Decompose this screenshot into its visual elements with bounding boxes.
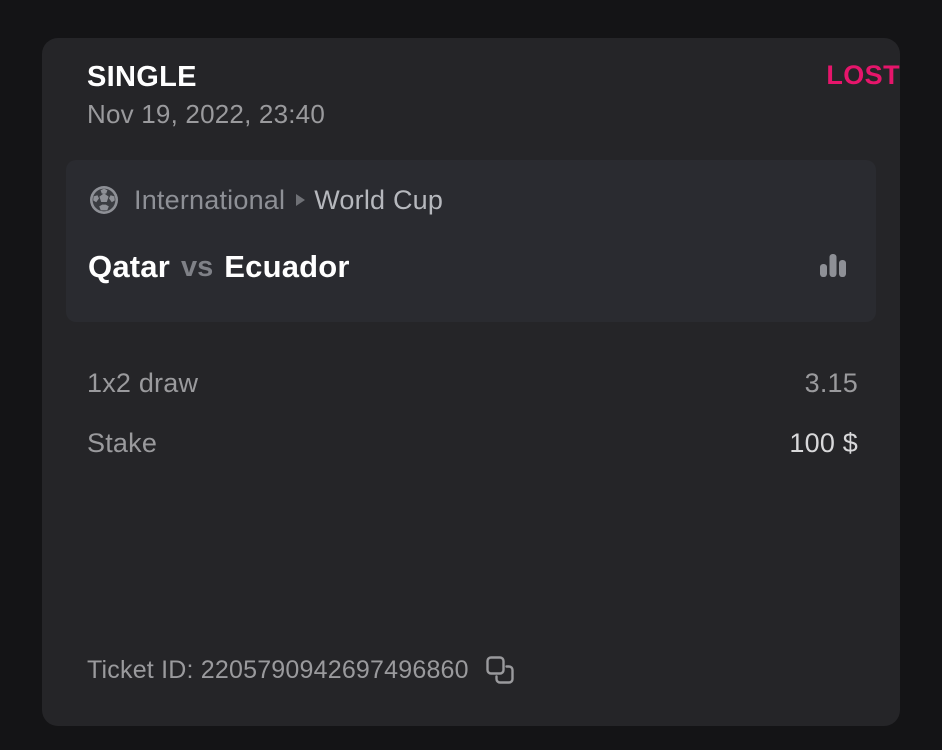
chevron-right-icon: [296, 194, 306, 206]
copy-icon[interactable]: [485, 655, 515, 685]
home-team-name: Qatar: [88, 249, 170, 284]
versus-label: vs: [180, 250, 214, 283]
ticket-header: SINGLE Nov 19, 2022, 23:40: [87, 60, 872, 140]
away-team-name: Ecuador: [224, 249, 350, 284]
selection-odds: 3.15: [804, 368, 858, 398]
stake-amount: 100 $: [789, 428, 858, 458]
league-name: International: [134, 184, 286, 215]
bet-details-list: 1x2 draw 3.15 Stake 100 $: [87, 368, 858, 488]
ticket-footer: Ticket ID: 2205790942697496860: [87, 652, 515, 688]
tournament-name: World Cup: [314, 184, 444, 215]
breadcrumb: International World Cup: [88, 180, 443, 220]
bet-row-stake: Stake 100 $: [87, 428, 858, 488]
bet-row-selection: 1x2 draw 3.15: [87, 368, 858, 428]
bar-chart-icon[interactable]: [816, 248, 850, 282]
selection-label: 1x2 draw: [87, 368, 199, 398]
ticket-id-label: Ticket ID: 2205790942697496860: [87, 655, 469, 684]
bet-ticket-card[interactable]: SINGLE Nov 19, 2022, 23:40 LOST Internat…: [42, 38, 900, 726]
match-panel[interactable]: International World Cup Qatar vs Ecuador: [66, 160, 876, 322]
status-badge: LOST: [826, 60, 900, 90]
ticket-type-label: SINGLE: [87, 61, 197, 93]
teams-row: Qatar vs Ecuador: [88, 242, 854, 292]
ticket-date: Nov 19, 2022, 23:40: [87, 99, 325, 129]
soccer-ball-icon: [90, 186, 118, 214]
stake-label: Stake: [87, 428, 158, 458]
